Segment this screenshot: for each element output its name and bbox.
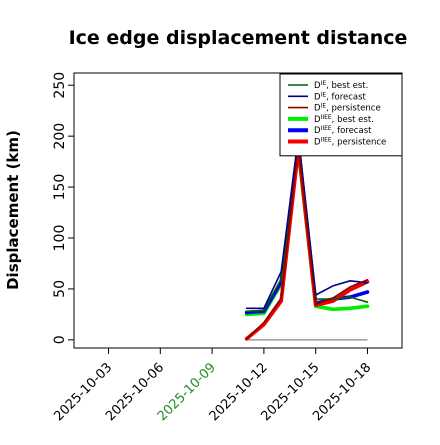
legend-entry: DIE, persistence: [314, 103, 381, 114]
y-tick-label: 0: [52, 335, 68, 344]
plot-frame: [73, 72, 403, 349]
x-axis-ticks: 2025-10-032025-10-062025-10-092025-10-12…: [51, 348, 374, 424]
legend-entry: DIE, forecast: [314, 91, 367, 102]
y-tick-label: 50: [52, 280, 68, 298]
chart-title: Ice edge displacement distance: [69, 27, 408, 49]
y-tick-label: 200: [52, 123, 68, 150]
legend-entry: DIIEE, forecast: [314, 125, 372, 136]
legend-entry: DIE, best est.: [314, 80, 368, 91]
y-tick-label: 250: [52, 72, 68, 99]
y-tick-label: 100: [52, 225, 68, 252]
series-layer: [244, 135, 370, 341]
legend-entry: DIIEE, persistence: [314, 137, 386, 148]
legend-entry: DIIEE, best est.: [314, 114, 374, 125]
y-axis-ticks: 0 50 100 150 200 250: [52, 72, 74, 344]
series-line-d-ie-persistence: [245, 142, 369, 340]
y-axis-label: Displacement (km): [4, 130, 22, 290]
y-tick-label: 150: [52, 174, 68, 201]
series-line-d-ie-forecast: [245, 135, 369, 310]
